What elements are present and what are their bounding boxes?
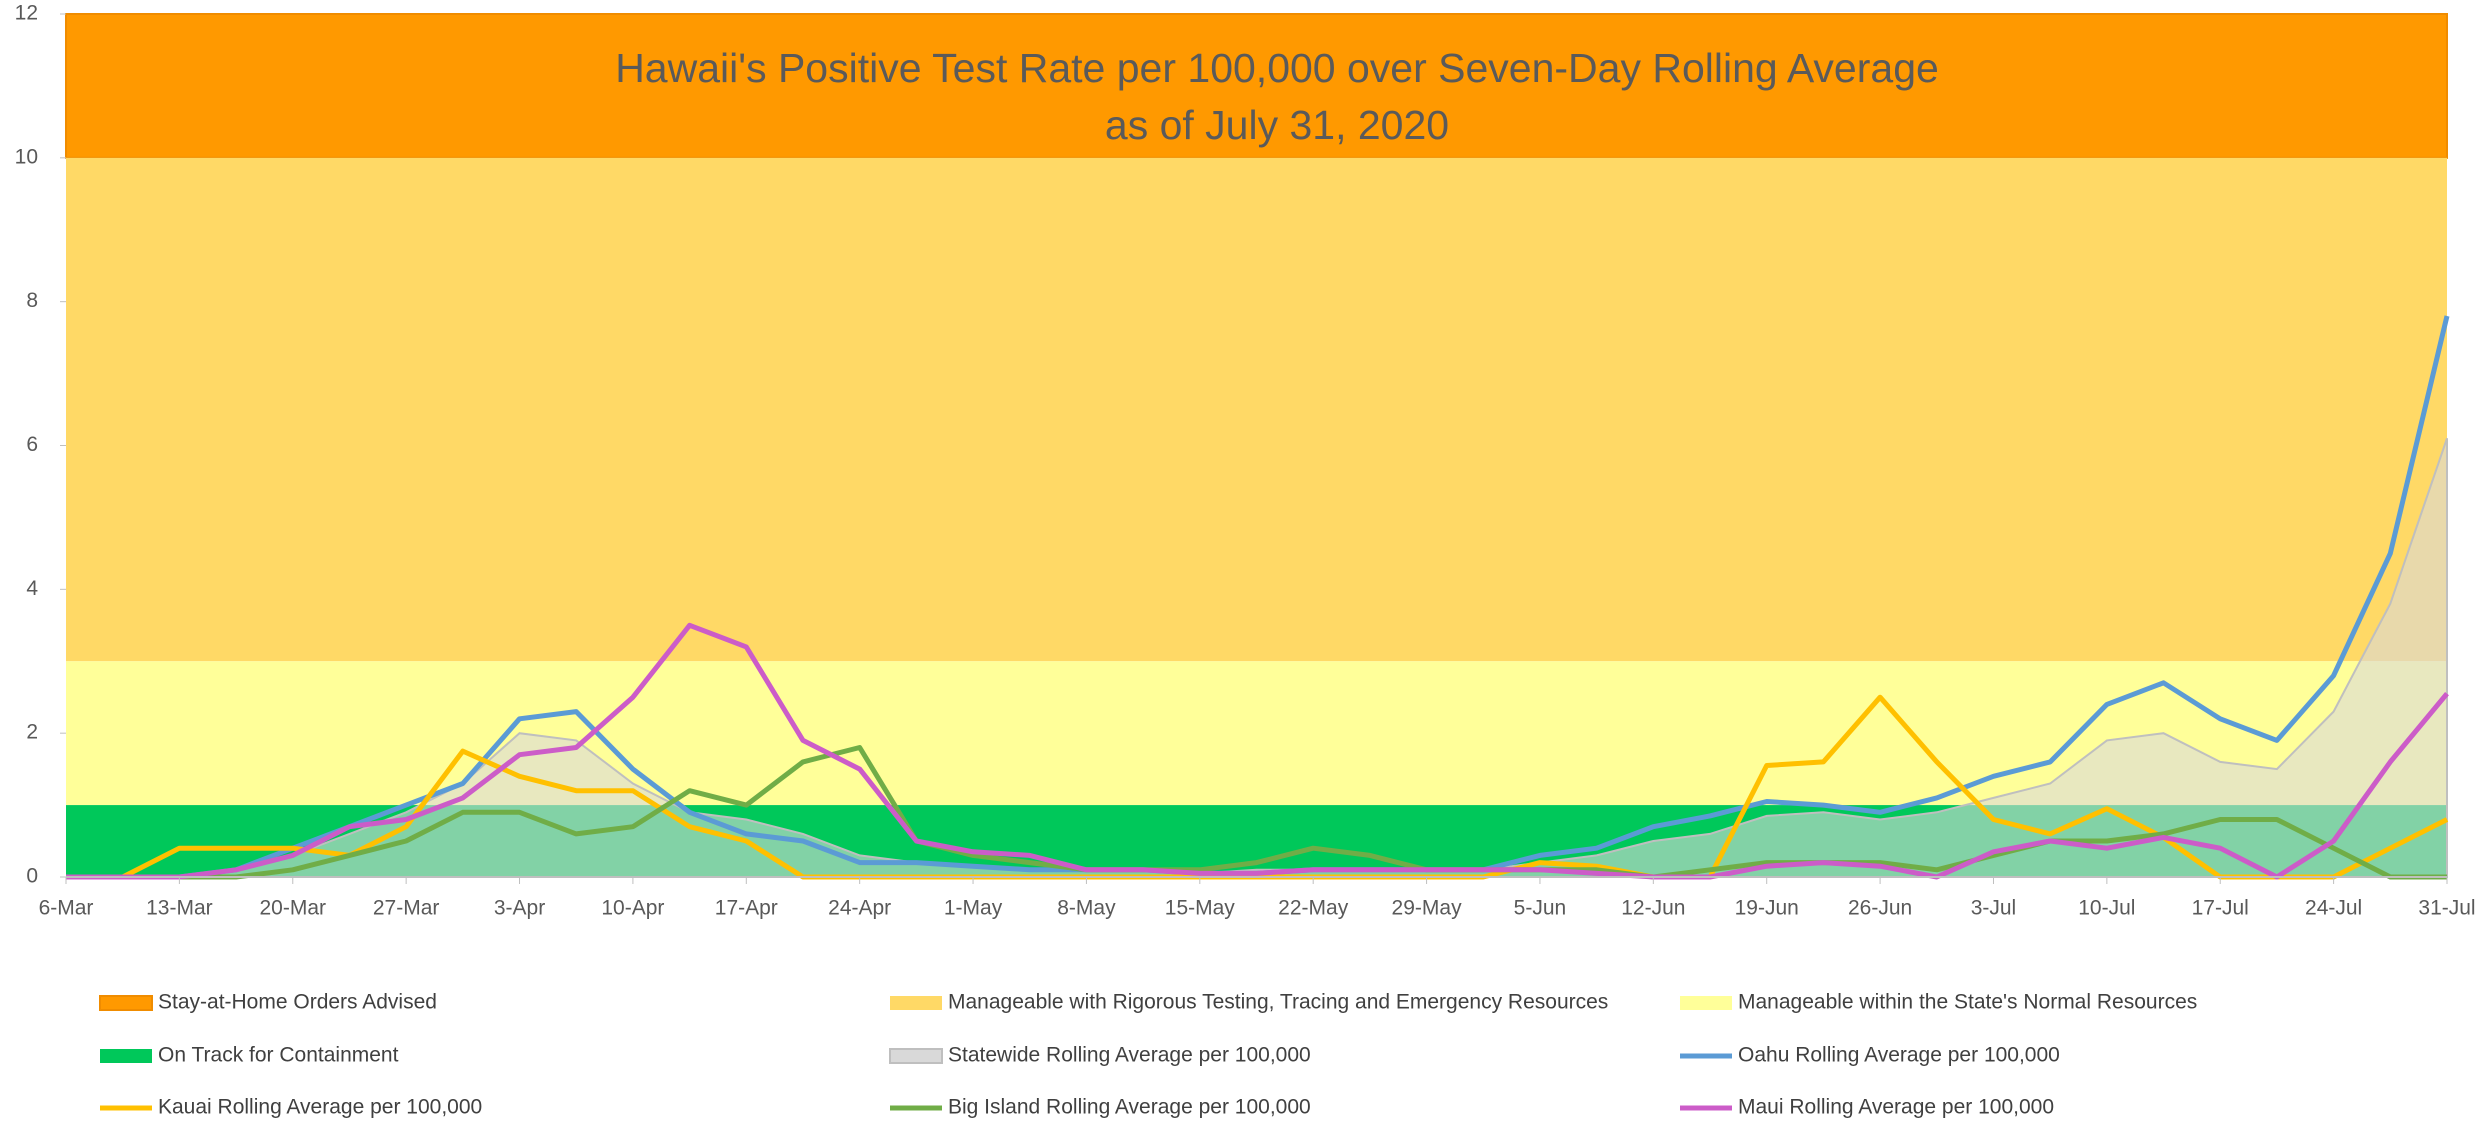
y-tick-label: 4 <box>26 577 38 600</box>
x-tick-label: 17-Jul <box>2192 897 2249 920</box>
legend-label: Statewide Rolling Average per 100,000 <box>948 1044 1311 1067</box>
band <box>66 157 2447 662</box>
x-tick-label: 17-Apr <box>715 897 778 920</box>
y-tick-label: 0 <box>26 865 38 888</box>
x-tick-label: 19-Jun <box>1735 897 1799 920</box>
legend-label: Manageable with Rigorous Testing, Tracin… <box>948 991 1608 1014</box>
legend-label: Oahu Rolling Average per 100,000 <box>1738 1044 2060 1067</box>
legend-label: Maui Rolling Average per 100,000 <box>1738 1096 2054 1119</box>
legend-swatch <box>890 996 942 1010</box>
x-tick-label: 3-Jul <box>1971 897 2017 920</box>
line <box>66 622 2449 880</box>
x-tick-label: 10-Jul <box>2078 897 2135 920</box>
chart-subtitle: as of July 31, 2020 <box>1105 102 1449 148</box>
legend-label: Manageable within the State's Normal Res… <box>1738 991 2197 1014</box>
x-tick-label: 24-Jul <box>2305 897 2362 920</box>
legend-label: Kauai Rolling Average per 100,000 <box>158 1096 482 1119</box>
y-tick-label: 2 <box>26 721 38 744</box>
x-tick-label: 27-Mar <box>373 897 440 920</box>
x-tick-label: 10-Apr <box>601 897 664 920</box>
x-tick-label: 31-Jul <box>2418 897 2475 920</box>
legend-label: Big Island Rolling Average per 100,000 <box>948 1096 1311 1119</box>
x-tick-label: 26-Jun <box>1848 897 1912 920</box>
y-tick-label: 10 <box>15 145 38 168</box>
x-tick-label: 20-Mar <box>259 897 326 920</box>
x-tick-label: 22-May <box>1278 897 1349 920</box>
legend-swatch <box>99 995 153 1011</box>
x-tick-label: 24-Apr <box>828 897 891 920</box>
x-tick-label: 5-Jun <box>1514 897 1567 920</box>
x-tick-label: 8-May <box>1057 897 1116 920</box>
legend-label: On Track for Containment <box>158 1044 399 1067</box>
legend-swatch <box>100 1049 152 1063</box>
x-tick-label: 12-Jun <box>1621 897 1685 920</box>
y-tick-label: 8 <box>26 289 38 312</box>
x-tick-label: 6-Mar <box>39 897 94 920</box>
legend-swatch <box>889 1048 943 1064</box>
x-tick-label: 13-Mar <box>146 897 213 920</box>
y-tick-label: 6 <box>26 433 38 456</box>
chart-title: Hawaii's Positive Test Rate per 100,000 … <box>615 45 1939 91</box>
x-tick-label: 1-May <box>944 897 1003 920</box>
x-tick-label: 15-May <box>1165 897 1236 920</box>
x-tick-label: 3-Apr <box>494 897 545 920</box>
legend-swatch <box>1680 996 1732 1010</box>
legend-label: Stay-at-Home Orders Advised <box>158 991 437 1014</box>
x-tick-label: 29-May <box>1392 897 1463 920</box>
y-tick-label: 12 <box>15 2 38 25</box>
band <box>65 13 2448 159</box>
